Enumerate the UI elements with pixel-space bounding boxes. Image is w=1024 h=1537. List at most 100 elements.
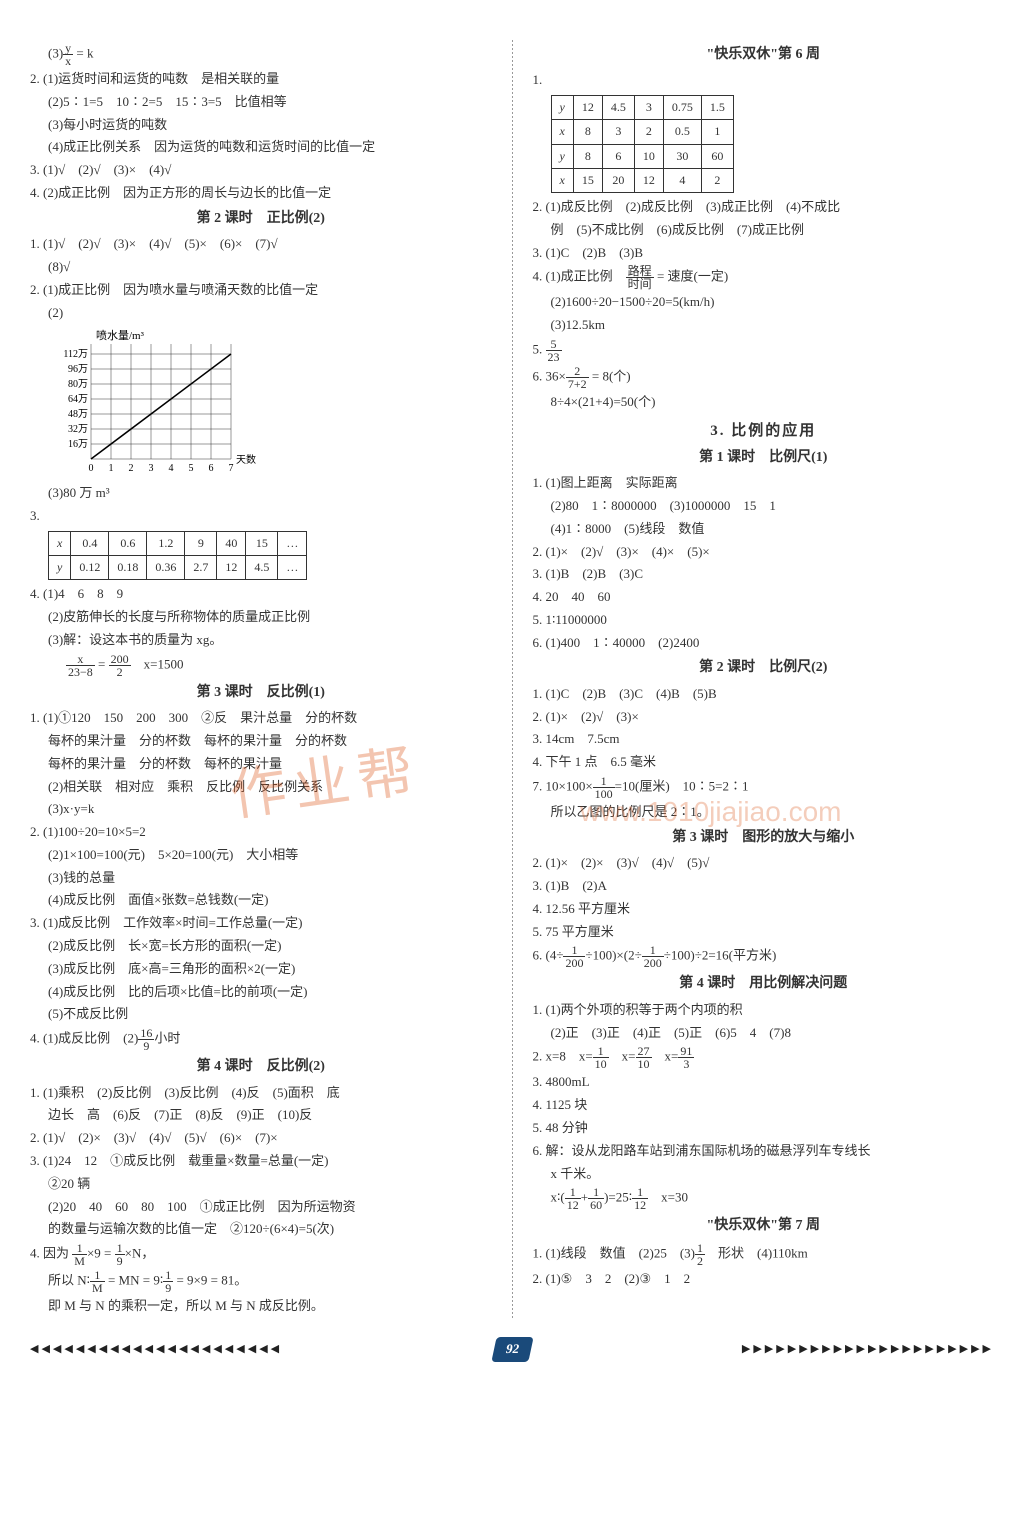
section-heading: 第 1 课时 比例尺(1) bbox=[533, 447, 995, 469]
text: 每杯的果汁量 分的杯数 每杯的果汁量 bbox=[30, 754, 492, 775]
text: (4)成反比例 面值×张数=总钱数(一定) bbox=[30, 890, 492, 911]
text: 6. (4÷1200÷100)×(2÷1200÷100)÷2=16(平方米) bbox=[533, 944, 995, 969]
text: 5. 75 平方厘米 bbox=[533, 922, 995, 943]
left-column: (3)yx = k 2. (1)运货时间和运货的吨数 是相关联的量 (2)5∶1… bbox=[30, 40, 492, 1319]
svg-text:0: 0 bbox=[89, 463, 94, 474]
svg-text:64万: 64万 bbox=[68, 394, 88, 405]
text: (2)5∶1=5 10∶2=5 15∶3=5 比值相等 bbox=[30, 92, 492, 113]
svg-text:4: 4 bbox=[169, 463, 174, 474]
chart-yticks: 16万32万48万 64万80万96万 112万 bbox=[63, 349, 88, 450]
text: 6. 36×27+2 = 8(个) bbox=[533, 365, 995, 390]
text: 6. 解：设从龙阳路车站到浦东国际机场的磁悬浮列车专线长 bbox=[533, 1141, 995, 1162]
table-yx-1: y124.530.751.5x8320.51y86103060x15201242 bbox=[551, 95, 734, 193]
text: (5)不成反比例 bbox=[30, 1004, 492, 1025]
text: (3)钱的总量 bbox=[30, 868, 492, 889]
svg-text:48万: 48万 bbox=[68, 409, 88, 420]
svg-text:1: 1 bbox=[109, 463, 114, 474]
text: 2. (1)成正比例 因为喷水量与喷涌天数的比值一定 bbox=[30, 280, 492, 301]
text: 3. (1)B (2)B (3)C bbox=[533, 564, 995, 585]
text: (3)80 万 m³ bbox=[30, 483, 492, 504]
text: (2)1600÷20−1500÷20=5(km/h) bbox=[533, 292, 995, 313]
text: 2. (1)运货时间和运货的吨数 是相关联的量 bbox=[30, 69, 492, 90]
section-heading: 3. 比例的应用 bbox=[533, 419, 995, 443]
text: ②20 辆 bbox=[30, 1174, 492, 1195]
text: 2. (1)× (2)√ (3)× (4)× (5)× bbox=[533, 542, 995, 563]
text: (4)成反比例 比的后项×比值=比的前项(一定) bbox=[30, 982, 492, 1003]
text: 3. (1)成反比例 工作效率×时间=工作总量(一定) bbox=[30, 913, 492, 934]
spray-chart: 喷水量/m³ bbox=[56, 329, 492, 479]
text: (3)成反比例 底×高=三角形的面积×2(一定) bbox=[30, 959, 492, 980]
section-heading: 第 3 课时 图形的放大与缩小 bbox=[533, 827, 995, 849]
text: (2)相关联 相对应 乘积 反比例 反比例关系 bbox=[30, 777, 492, 798]
text: 2. (1)× (2)√ (3)× bbox=[533, 707, 995, 728]
chart-ylabel: 喷水量/m³ bbox=[96, 329, 145, 342]
text: (4)成正比例关系 因为运货的吨数和运货时间的比值一定 bbox=[30, 137, 492, 158]
text: 4. 12.56 平方厘米 bbox=[533, 899, 995, 920]
text: (3)yx = k bbox=[30, 42, 492, 67]
text: 3. 4800mL bbox=[533, 1072, 995, 1093]
text: 2. (1)成反比例 (2)成反比例 (3)成正比例 (4)不成比 bbox=[533, 197, 995, 218]
text: 例 (5)不成比例 (6)成反比例 (7)成正比例 bbox=[533, 220, 995, 241]
text: 4. (1)4 6 8 9 bbox=[30, 584, 492, 605]
text: 所以乙图的比例尺是 2∶1。 bbox=[533, 802, 995, 823]
footer-arrows-left: ◀◀◀◀◀◀◀◀◀◀◀◀◀◀◀◀◀◀◀◀◀◀ bbox=[30, 1341, 488, 1359]
text: 1. (1)√ (2)√ (3)× (4)√ (5)× (6)× (7)√ bbox=[30, 234, 492, 255]
svg-text:天数: 天数 bbox=[236, 453, 256, 466]
text: 4. 因为 1M×9 = 19×N， bbox=[30, 1242, 492, 1267]
text: 1. bbox=[533, 70, 995, 91]
text: 2. (1)× (2)× (3)√ (4)√ (5)√ bbox=[533, 853, 995, 874]
text: 5. 48 分钟 bbox=[533, 1118, 995, 1139]
text: 所以 N∶1M = MN = 9∶19 = 9×9 = 81。 bbox=[30, 1269, 492, 1294]
text: 4. (1)成反比例 (2)169小时 bbox=[30, 1027, 492, 1052]
svg-text:80万: 80万 bbox=[68, 379, 88, 390]
text: 5. 523 bbox=[533, 338, 995, 363]
text: 6. (1)400 1∶40000 (2)2400 bbox=[533, 633, 995, 654]
text: (2)80 1∶8000000 (3)1000000 15 1 bbox=[533, 496, 995, 517]
text: (2)成反比例 长×宽=长方形的面积(一定) bbox=[30, 936, 492, 957]
section-heading: 第 2 课时 比例尺(2) bbox=[533, 657, 995, 679]
text: (3)12.5km bbox=[533, 315, 995, 336]
table-xy-1: x0.40.61.294015… y0.120.180.362.7124.5… bbox=[48, 531, 307, 580]
text: 的数量与运输次数的比值一定 ②120÷(6×4)=5(次) bbox=[30, 1219, 492, 1240]
text: 1. (1)图上距离 实际距离 bbox=[533, 473, 995, 494]
text: 每杯的果汁量 分的杯数 每杯的果汁量 分的杯数 bbox=[30, 731, 492, 752]
text: x∶(112+160)=25∶112 x=30 bbox=[533, 1186, 995, 1211]
text: 4. 1125 块 bbox=[533, 1095, 995, 1116]
section-heading: 第 2 课时 正比例(2) bbox=[30, 208, 492, 230]
text: 3. (1)C (2)B (3)B bbox=[533, 243, 995, 264]
svg-text:7: 7 bbox=[229, 463, 234, 474]
text: (3)解：设这本书的质量为 xg。 bbox=[30, 630, 492, 651]
section-heading: 第 3 课时 反比例(1) bbox=[30, 682, 492, 704]
text: 边长 高 (6)反 (7)正 (8)反 (9)正 (10)反 bbox=[30, 1105, 492, 1126]
text: 4. 20 40 60 bbox=[533, 587, 995, 608]
text: 3. 14cm 7.5cm bbox=[533, 729, 995, 750]
page-footer: ◀◀◀◀◀◀◀◀◀◀◀◀◀◀◀◀◀◀◀◀◀◀ 92 ▶▶▶▶▶▶▶▶▶▶▶▶▶▶… bbox=[30, 1337, 994, 1362]
text: (3)每小时运货的吨数 bbox=[30, 115, 492, 136]
text: 2. (1)100÷20=10×5=2 bbox=[30, 822, 492, 843]
text: (4)1∶8000 (5)线段 数值 bbox=[533, 519, 995, 540]
section-heading: 第 4 课时 反比例(2) bbox=[30, 1056, 492, 1078]
footer-arrows-right: ▶▶▶▶▶▶▶▶▶▶▶▶▶▶▶▶▶▶▶▶▶▶ bbox=[537, 1341, 995, 1359]
svg-text:32万: 32万 bbox=[68, 424, 88, 435]
text: 2. (1)⑤ 3 2 (2)③ 1 2 bbox=[533, 1269, 995, 1290]
page-columns: (3)yx = k 2. (1)运货时间和运货的吨数 是相关联的量 (2)5∶1… bbox=[30, 40, 994, 1319]
text: 1. (1)两个外项的积等于两个内项的积 bbox=[533, 1000, 995, 1021]
chart-grid bbox=[91, 344, 231, 459]
text: (2)正 (3)正 (4)正 (5)正 (6)5 4 (7)8 bbox=[533, 1023, 995, 1044]
text: 8÷4×(21+4)=50(个) bbox=[533, 392, 995, 413]
text: 3. (1)24 12 ①成反比例 载重量×数量=总量(一定) bbox=[30, 1151, 492, 1172]
text: (3)x·y=k bbox=[30, 799, 492, 820]
text: 1. (1)①120 150 200 300 ②反 果汁总量 分的杯数 bbox=[30, 708, 492, 729]
svg-text:2: 2 bbox=[129, 463, 134, 474]
page-number: 92 bbox=[491, 1337, 533, 1362]
text: 3. (1)B (2)A bbox=[533, 876, 995, 897]
text: 1. (1)C (2)B (3)C (4)B (5)B bbox=[533, 684, 995, 705]
text: (2)20 40 60 80 100 ①成正比例 因为所运物资 bbox=[30, 1197, 492, 1218]
svg-text:16万: 16万 bbox=[68, 439, 88, 450]
svg-text:112万: 112万 bbox=[63, 349, 88, 360]
text: 4. (1)成正比例 路程时间 = 速度(一定) bbox=[533, 265, 995, 290]
chart-line bbox=[91, 354, 231, 459]
svg-text:5: 5 bbox=[189, 463, 194, 474]
text: 2. x=8 x=110 x=2710 x=913 bbox=[533, 1045, 995, 1070]
text: x 千米。 bbox=[533, 1164, 995, 1185]
